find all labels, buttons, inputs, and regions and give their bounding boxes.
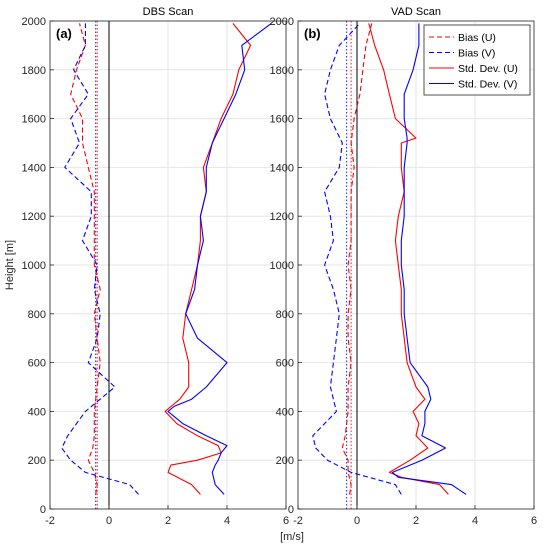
- x-tick-label: 0: [354, 515, 360, 527]
- x-axis-label: [m/s]: [280, 531, 304, 543]
- y-tick-label: 1200: [22, 211, 46, 223]
- y-tick-label: 2000: [270, 16, 294, 28]
- x-tick-label: 6: [531, 515, 537, 527]
- x-tick-label: -2: [45, 515, 55, 527]
- y-axis-label: Height [m]: [4, 240, 16, 290]
- series-line-std-dev-v: [391, 23, 467, 495]
- series-line-std-dev-u: [164, 23, 252, 495]
- y-tick-label: 1800: [22, 65, 46, 77]
- series-line-std-dev-v: [167, 22, 272, 495]
- panel-title: VAD Scan: [391, 6, 441, 18]
- y-tick-label: 1600: [270, 114, 294, 126]
- x-tick-label: 0: [106, 515, 112, 527]
- y-tick-label: 200: [28, 455, 46, 467]
- legend-entry-bias-v: Bias (V): [458, 48, 495, 60]
- y-tick-label: 0: [40, 504, 46, 516]
- y-tick-label: 200: [276, 455, 294, 467]
- x-tick-label: 6: [283, 515, 289, 527]
- panel-label: (b): [304, 26, 321, 41]
- legend-entry-bias-u: Bias (U): [458, 32, 496, 44]
- panel-dbs-scan: -2 0 2 4 60200400600800100012001400160018002…: [4, 6, 289, 527]
- y-tick-label: 400: [276, 406, 294, 418]
- y-tick-label: 400: [28, 406, 46, 418]
- y-tick-label: 1400: [22, 162, 46, 174]
- legend-entry-std-dev-u: Std. Dev. (U): [458, 63, 518, 75]
- series-group: [312, 21, 467, 509]
- y-tick-label: 600: [28, 358, 46, 370]
- y-tick-label: 600: [276, 358, 294, 370]
- y-tick-label: 800: [28, 309, 46, 321]
- x-tick-label: 2: [413, 515, 419, 527]
- panel-vad-scan: -2 0 2 4 60200400600800100012001400160018002…: [270, 6, 538, 543]
- series-group: [61, 21, 272, 509]
- y-tick-label: 800: [276, 309, 294, 321]
- legend: Bias (U) Bias (V) Std. Dev. (U) Std. Dev. (…: [423, 24, 531, 96]
- y-tick-label: 1000: [22, 260, 46, 272]
- y-tick-label: 1000: [270, 260, 294, 272]
- legend-entry-std-dev-v: Std. Dev. (V): [458, 79, 517, 91]
- y-tick-label: 1800: [270, 65, 294, 77]
- y-tick-label: 1400: [270, 162, 294, 174]
- series-line-bias-u: [70, 23, 101, 495]
- x-tick-label: 4: [472, 515, 478, 527]
- series-line-bias-u: [341, 23, 373, 495]
- x-tick-label: -2: [293, 515, 303, 527]
- series-line-bias-v: [61, 23, 139, 495]
- y-tick-label: 1200: [270, 211, 294, 223]
- x-tick-label: 4: [224, 515, 230, 527]
- y-tick-label: 1600: [22, 114, 46, 126]
- series-line-std-dev-u: [368, 23, 449, 495]
- panel-label: (a): [56, 26, 72, 41]
- y-tick-label: 2000: [22, 16, 46, 28]
- x-tick-label: 2: [165, 515, 171, 527]
- y-tick-label: 0: [288, 504, 294, 516]
- panel-title: DBS Scan: [143, 6, 194, 18]
